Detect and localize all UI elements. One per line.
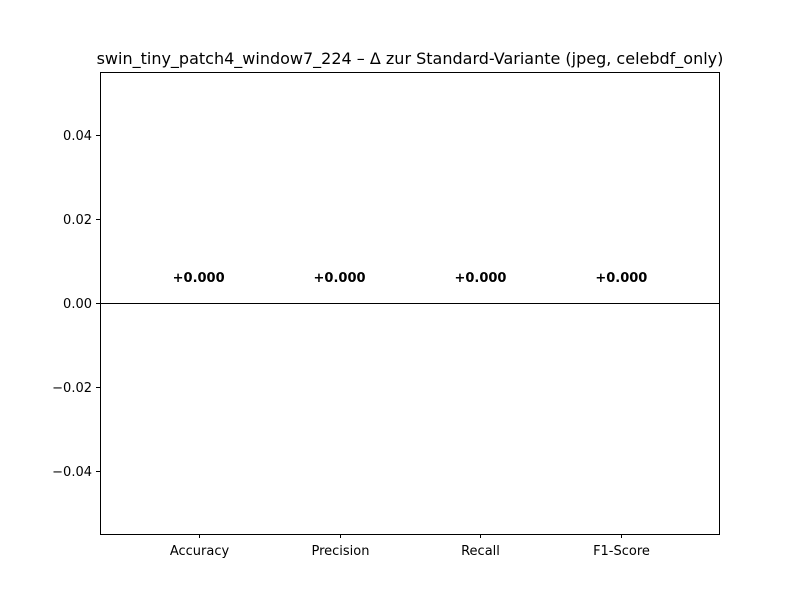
bar-value-label: +0.000 xyxy=(173,271,225,286)
y-tick-label: 0.02 xyxy=(63,213,92,228)
x-tick-label: Accuracy xyxy=(170,544,230,559)
bar-value-label: +0.000 xyxy=(595,271,647,286)
chart-title: swin_tiny_patch4_window7_224 – Δ zur Sta… xyxy=(97,49,724,69)
x-tick-label: F1-Score xyxy=(593,544,650,559)
y-tick-label: 0.00 xyxy=(63,297,92,312)
x-tick-label: Recall xyxy=(461,544,500,559)
y-tick-label: 0.04 xyxy=(63,129,92,144)
x-tick-label: Precision xyxy=(311,544,369,559)
bar-value-label: +0.000 xyxy=(314,271,366,286)
y-tick-label: −0.02 xyxy=(52,381,92,396)
bar-value-label: +0.000 xyxy=(454,271,506,286)
y-tick-label: −0.04 xyxy=(52,465,92,480)
chart-marks: 0.04 0.02 0.00 −0.02 −0.04 Accuracy Precision R… xyxy=(52,129,720,559)
